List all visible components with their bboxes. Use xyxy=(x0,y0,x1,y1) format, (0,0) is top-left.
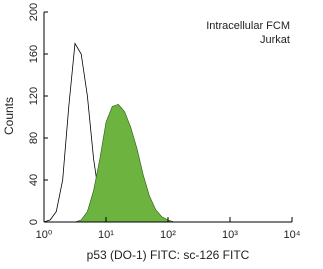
y-tick-label: 80 xyxy=(28,132,40,144)
y-tick-label: 200 xyxy=(28,3,40,21)
y-axis-label: Counts xyxy=(2,97,16,135)
annotation: Intracellular FCM xyxy=(206,20,290,32)
x-tick-label: 10³ xyxy=(222,229,238,241)
x-tick-label: 10¹ xyxy=(98,229,114,241)
y-tick-label: 120 xyxy=(28,87,40,105)
x-tick-label: 10² xyxy=(160,229,176,241)
annotation: Jurkat xyxy=(260,34,290,46)
y-tick-label: 0 xyxy=(28,219,40,225)
x-axis-label: p53 (DO-1) FITC: sc-126 FITC xyxy=(87,248,250,262)
y-tick-label: 40 xyxy=(28,174,40,186)
x-tick-label: 10⁴ xyxy=(284,229,301,241)
x-tick-label: 10⁰ xyxy=(36,229,53,241)
y-tick-label: 160 xyxy=(28,45,40,63)
